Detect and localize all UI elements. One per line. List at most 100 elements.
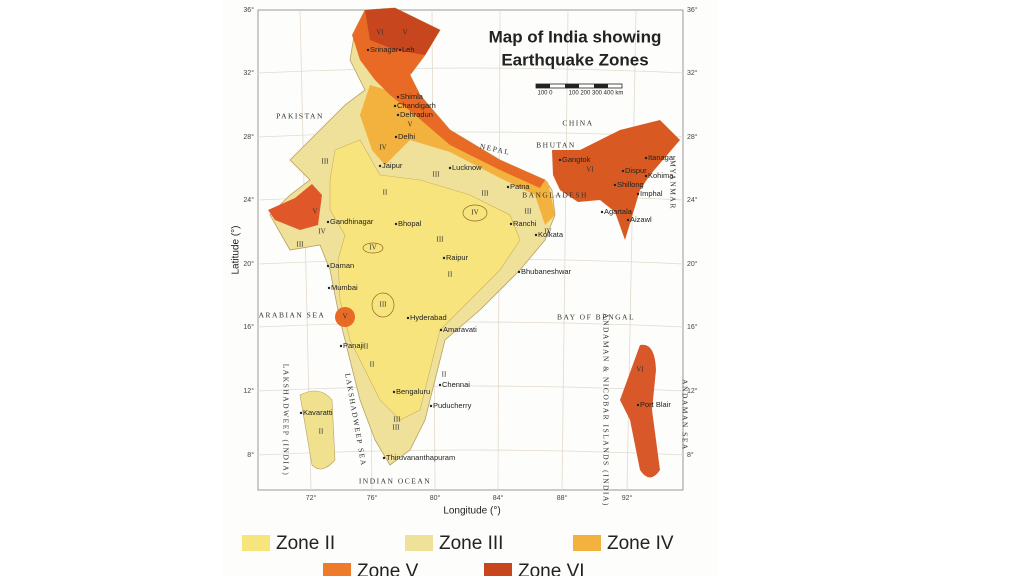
city-label: Aizawl (630, 215, 652, 224)
city-label: Bhopal (398, 219, 422, 228)
legend-swatch (242, 535, 270, 551)
city-label: Dehradun (400, 110, 433, 119)
zone-label: III (525, 208, 533, 216)
zone-iv-ring (462, 204, 488, 222)
zone-label: II (383, 189, 388, 197)
lat-tick-label: 8° (687, 451, 694, 459)
city-dot (439, 328, 443, 332)
lat-tick-label: 20° (687, 260, 698, 268)
city-dot (534, 233, 538, 237)
title-line: Earthquake Zones (501, 50, 648, 69)
y-axis-label: Latitude (°) (231, 225, 242, 274)
city-label: Bengaluru (396, 387, 430, 396)
city-dot (392, 390, 396, 394)
city-label: Daman (330, 261, 354, 270)
city-label: Amaravati (443, 325, 477, 334)
city-label: Mumbai (331, 283, 358, 292)
city-dot (382, 456, 386, 460)
lat-tick-label: 12° (243, 387, 254, 395)
city-label: Kolkata (538, 230, 564, 239)
city-label: Delhi (398, 132, 415, 141)
zone-label: IV (318, 228, 325, 236)
city-label: Thiruvananthapuram (386, 453, 455, 462)
lat-tick-label: 20° (243, 260, 254, 268)
zone-label: III (322, 158, 330, 166)
zone-label: IV (379, 144, 386, 152)
legend-label: Zone VI (518, 561, 585, 576)
region-label: PAKISTAN (276, 112, 324, 121)
lon-tick-label: 80° (430, 494, 441, 502)
zone-label: V (342, 313, 347, 321)
legend-swatch (484, 563, 512, 576)
region-label: ANDAMAN SEA (680, 379, 689, 451)
zone-label: VI (376, 29, 384, 37)
title-line: Map of India showing (489, 27, 662, 46)
city-dot (509, 222, 513, 226)
city-label: Chennai (442, 380, 470, 389)
city-dot (326, 264, 330, 268)
city-dot (636, 192, 640, 196)
zone-label: III (380, 301, 388, 309)
city-label: Raipur (446, 253, 469, 262)
city-dot (366, 48, 370, 52)
city-dot (299, 411, 303, 415)
city-dot (621, 169, 625, 173)
legend-label: Zone V (357, 561, 419, 576)
city-dot (378, 164, 382, 168)
city-dot (626, 218, 630, 222)
region-label: ANDAMAN & NICOBAR ISLANDS (INDIA) (601, 313, 610, 507)
city-dot (558, 158, 562, 162)
scale-label: 100 200 300 400 km (569, 91, 624, 97)
zone-v-northeast (552, 120, 680, 240)
city-dot (438, 383, 442, 387)
city-label: Kohima (648, 171, 674, 180)
city-label: Agartala (604, 207, 633, 216)
city-label: Chandigarh (397, 101, 436, 110)
zone-label: IV (544, 228, 551, 236)
zone-v-kutch (268, 184, 322, 230)
city-label: Leh (402, 45, 415, 54)
zone-label: V (312, 208, 317, 216)
city-dot (394, 222, 398, 226)
lat-tick-label: 24° (243, 196, 254, 204)
zone-label: III (482, 190, 490, 198)
city-label: Srinagar (370, 45, 399, 54)
legend-swatch (405, 535, 433, 551)
city-dot (396, 95, 400, 99)
zone-label: II (370, 361, 375, 369)
city-dot (506, 185, 510, 189)
zone-iv-ring (362, 242, 384, 254)
city-label: Lucknow (452, 163, 482, 172)
zone-label: III (394, 416, 402, 424)
zone-label: IV (369, 244, 376, 252)
city-dot (448, 166, 452, 170)
andaman (620, 344, 660, 478)
zone-v-area (352, 8, 545, 188)
zone-label: III (437, 236, 445, 244)
zone-label: II (364, 343, 369, 351)
city-dot (613, 183, 617, 187)
city-dot (600, 210, 604, 214)
city-label: Patna (510, 182, 530, 191)
zone-label: V (402, 29, 407, 37)
city-dot (394, 135, 398, 139)
zone-label: III (393, 424, 401, 432)
lat-tick-label: 36° (687, 6, 698, 14)
zone-label: III (297, 241, 305, 249)
city-label: Shimla (400, 92, 424, 101)
city-label: Hyderabad (410, 313, 447, 322)
lat-tick-label: 16° (243, 323, 254, 331)
region-label: ARABIAN SEA (259, 311, 326, 320)
lat-tick-label: 28° (243, 133, 254, 141)
city-label: Itanagar (648, 153, 676, 162)
city-dot (393, 104, 397, 108)
city-label: Shillong (617, 180, 644, 189)
zone-label: III (433, 171, 441, 179)
region-label: BAY OF BENGAL (557, 313, 635, 322)
region-label: BANGLADESH (522, 191, 588, 200)
region-label: LAKSHADWEEP (INDIA) (281, 364, 290, 477)
city-label: Jaipur (382, 161, 403, 170)
city-dot (636, 403, 640, 407)
city-label: Puducherry (433, 401, 472, 410)
